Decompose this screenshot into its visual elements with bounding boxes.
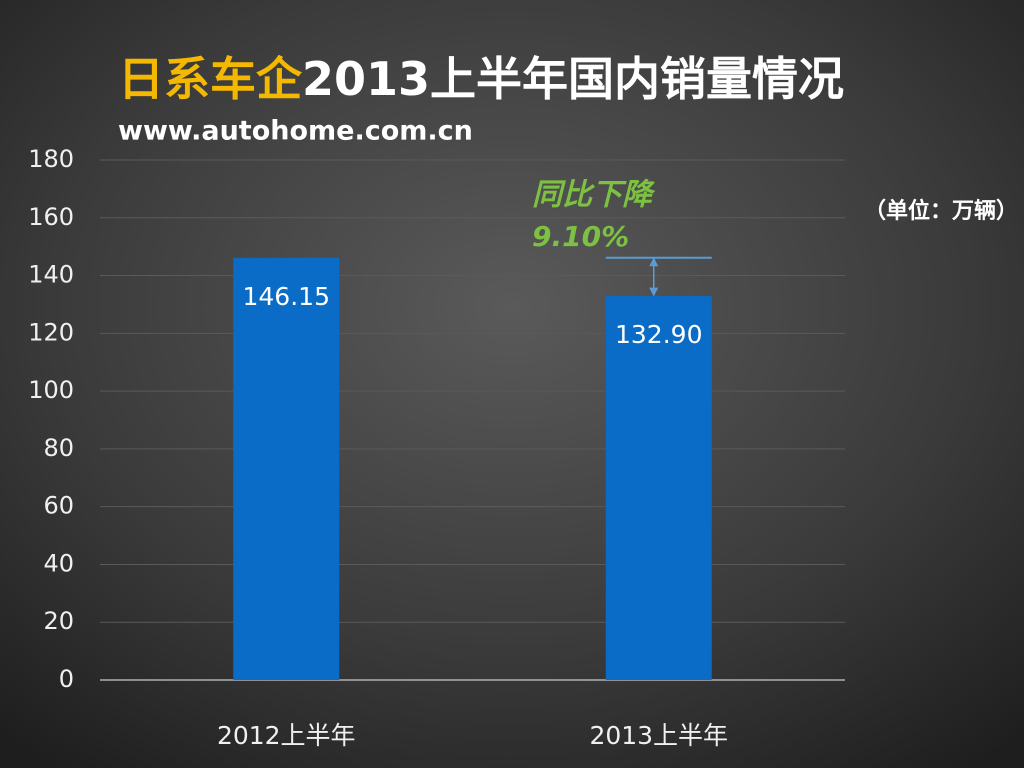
title-highlight: 日系车企 — [118, 52, 303, 106]
y-tick-label: 140 — [28, 261, 74, 289]
unit-label: （单位：万辆） — [864, 198, 1018, 224]
subtitle: www.autohome.com.cn — [118, 116, 473, 147]
x-tick-label: 2013上半年 — [589, 721, 728, 750]
data-label: 132.90 — [615, 320, 702, 349]
data-label: 146.15 — [243, 282, 330, 311]
annotation: 9.10% — [532, 220, 629, 253]
y-tick-label: 120 — [28, 318, 74, 346]
y-tick-label: 180 — [28, 145, 74, 173]
y-tick-label: 100 — [28, 376, 74, 404]
bar — [233, 257, 340, 680]
annotation: 同比下降 — [532, 178, 656, 213]
title-rest: 2013上半年国内销量情况 — [302, 52, 844, 106]
y-tick-label: 160 — [28, 203, 74, 231]
x-tick-label: 2012上半年 — [217, 721, 356, 750]
y-tick-label: 0 — [59, 665, 74, 693]
bar — [605, 296, 712, 680]
y-tick-label: 40 — [43, 549, 74, 577]
y-tick-label: 80 — [43, 434, 74, 462]
y-tick-label: 60 — [43, 492, 74, 520]
y-tick-label: 20 — [43, 607, 74, 635]
chart-title: 日系车企2013上半年国内销量情况 — [118, 52, 844, 106]
